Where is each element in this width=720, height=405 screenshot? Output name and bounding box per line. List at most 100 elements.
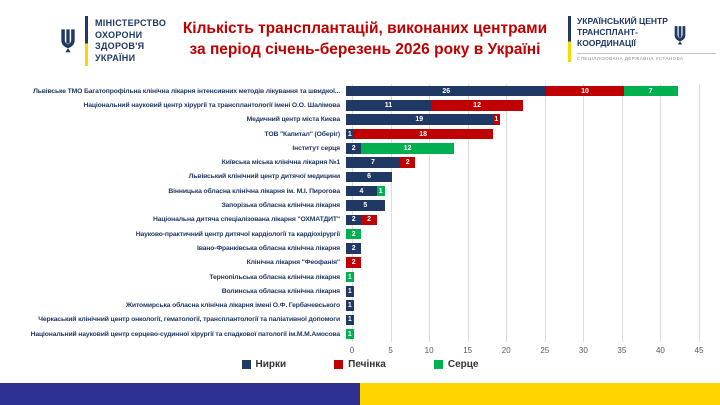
ministry-logo: МІНІСТЕРСТВО ОХОРОНИ ЗДОРОВ'Я УКРАЇНИ (58, 16, 166, 66)
bar-segment-Серце: 1 (346, 271, 354, 283)
category-label: Запорізька обласна клінічна лікарня (221, 202, 340, 210)
bar-segment-Печінка: 12 (430, 100, 524, 111)
legend: Нирки Печінка Серце (0, 359, 720, 370)
gridline (506, 84, 508, 342)
legend-label: Серце (447, 359, 479, 370)
bar-track: 2 (346, 228, 693, 240)
chart-row: Київська міська клінічна лікарня №1 7 2 (0, 155, 720, 169)
bar-track: 26 10 7 (346, 85, 693, 97)
page-title-line1: Кількість трансплантацій, виконаних цент… (182, 20, 548, 37)
bar-track: 6 (346, 171, 693, 183)
legend-swatch (241, 360, 251, 369)
category-label: Науково-практичний центр дитячої кардіол… (135, 230, 340, 238)
ministry-line: МІНІСТЕРСТВО (95, 18, 167, 28)
bar-segment-Нирки: 19 (346, 114, 493, 125)
category-label: Національний науковий центр хірургії та … (83, 101, 341, 109)
chart-row: Інститут серця 2 12 (0, 141, 720, 155)
uctc-subtitle: СПЕЦІАЛІЗОВАНА ДЕРЖАВНА УСТАНОВА (577, 53, 716, 61)
ministry-line: ОХОРОНИ (95, 29, 143, 40)
logo-divider (568, 16, 571, 62)
chart-row: Житомирська обласна клінічна лікарня іме… (0, 298, 720, 312)
ministry-line: УКРАЇНИ (95, 52, 136, 63)
bar-track: 1 18 (346, 128, 693, 140)
x-tick-label: 30 (578, 346, 588, 355)
bar-segment-Нирки: 2 (346, 143, 362, 154)
x-tick-label: 0 (349, 346, 355, 355)
x-tick-label: 20 (501, 346, 511, 355)
gridline (544, 84, 546, 342)
chart-row: Тернопільська обласна клінічна лікарня 1 (0, 270, 720, 284)
legend-label: Печінка (348, 359, 386, 370)
x-axis: 0 5 10 15 20 25 30 35 40 45 (349, 344, 704, 358)
footer-yellow-stripe (360, 383, 720, 405)
bar-segment-Нирки: 5 (346, 200, 385, 211)
category-label: Івано-Франківська обласна клінічна лікар… (197, 244, 340, 252)
category-label: Національна дитяча спеціалізована лікарн… (153, 216, 340, 224)
legend-label: Нирки (255, 359, 287, 370)
footer-blue-stripe (0, 383, 360, 405)
bar-segment-Печінка: 1 (492, 114, 501, 125)
legend-swatch (433, 360, 443, 369)
bar-segment-Нирки: 1 (346, 128, 354, 140)
bar-segment-Печінка: 2 (399, 157, 416, 168)
uctc-line: УКРАЇНСЬКИЙ ЦЕНТР (577, 16, 668, 26)
bar-segment-Нирки: 6 (346, 171, 393, 183)
category-label: Клінічна лікарня "Феофанія" (246, 259, 341, 267)
header: МІНІСТЕРСТВО ОХОРОНИ ЗДОРОВ'Я УКРАЇНИ Кі… (0, 0, 720, 82)
chart-row: ТОВ "Капитал" (Оберіг) 1 18 (0, 127, 720, 141)
gridline (660, 84, 662, 342)
category-label: Львівський клінічний центр дитячої медиц… (188, 173, 340, 181)
legend-item-Нирки: Нирки (241, 359, 287, 370)
bar-segment-Нирки: 1 (346, 314, 354, 326)
chart-row: Івано-Франківська обласна клінічна лікар… (0, 241, 720, 255)
page-title: Кількість трансплантацій, виконаних цент… (170, 18, 560, 60)
uctc-name: УКРАЇНСЬКИЙ ЦЕНТР ТРАНСПЛАНТ- КООРДИНАЦІ… (577, 16, 668, 49)
gridline (467, 84, 469, 342)
chart-rows: Львівське ТМО Багатопрофільна клінічна л… (0, 84, 720, 341)
chart-row: Запорізька обласна клінічна лікарня 5 (0, 198, 720, 212)
transplant-chart: Львівське ТМО Багатопрофільна клінічна л… (0, 84, 720, 356)
bar-segment-Серце: 2 (346, 228, 362, 240)
chart-row: Львівський клінічний центр дитячої медиц… (0, 170, 720, 184)
chart-row: Національний науковий центр серцево-суди… (0, 327, 720, 341)
gridline (390, 84, 392, 342)
bar-track: 1 (346, 300, 693, 311)
legend-swatch (334, 360, 344, 369)
uctc-line: ТРАНСПЛАНТ- (577, 27, 638, 37)
chart-row: Волинська обласна клінічна лікарня 1 (0, 284, 720, 298)
bar-segment-Нирки: 11 (346, 100, 431, 111)
chart-row: Національна дитяча спеціалізована лікарн… (0, 213, 720, 227)
bar-segment-Нирки: 2 (346, 214, 362, 226)
trident-icon (61, 29, 75, 53)
bar-track: 11 12 (346, 100, 693, 111)
bar-segment-Нирки: 1 (346, 300, 354, 311)
x-tick-label: 15 (463, 346, 473, 355)
category-label: Волинська обласна клінічна лікарня (221, 287, 340, 295)
legend-item-Серце: Серце (433, 359, 479, 370)
bar-segment-Печінка: 18 (353, 128, 493, 140)
bar-track: 2 (346, 257, 693, 268)
x-tick-label: 45 (694, 346, 704, 355)
category-label: Київська міська клінічна лікарня №1 (221, 159, 340, 167)
gridline (429, 84, 431, 342)
category-label: Черкаський клінічний центр онкології, ге… (38, 316, 340, 324)
category-label: ТОВ "Капитал" (Оберіг) (264, 130, 341, 138)
category-label: Тернопільська обласна клінічна лікарня (209, 273, 340, 281)
chart-row: Медичний центр міста Києва 19 1 (0, 113, 720, 127)
footer-bar (0, 383, 720, 405)
bar-segment-Серце: 7 (623, 85, 678, 97)
bar-track: 19 1 (346, 114, 693, 125)
category-label: Житомирська обласна клінічна лікарня іме… (125, 302, 340, 310)
chart-row: Вінницька обласна клінічна лікарня ім. М… (0, 184, 720, 198)
bar-track: 1 (346, 271, 693, 283)
bar-track: 1 (346, 286, 693, 297)
chart-row: Національний науковий центр хірургії та … (0, 98, 720, 112)
chart-row: Клінічна лікарня "Феофанія" 2 (0, 256, 720, 270)
bar-track: 2 12 (346, 143, 693, 154)
category-label: Вінницька обласна клінічна лікарня ім. М… (168, 187, 340, 195)
bar-segment-Нирки: 2 (346, 243, 362, 254)
legend-item-Печінка: Печінка (334, 359, 386, 370)
